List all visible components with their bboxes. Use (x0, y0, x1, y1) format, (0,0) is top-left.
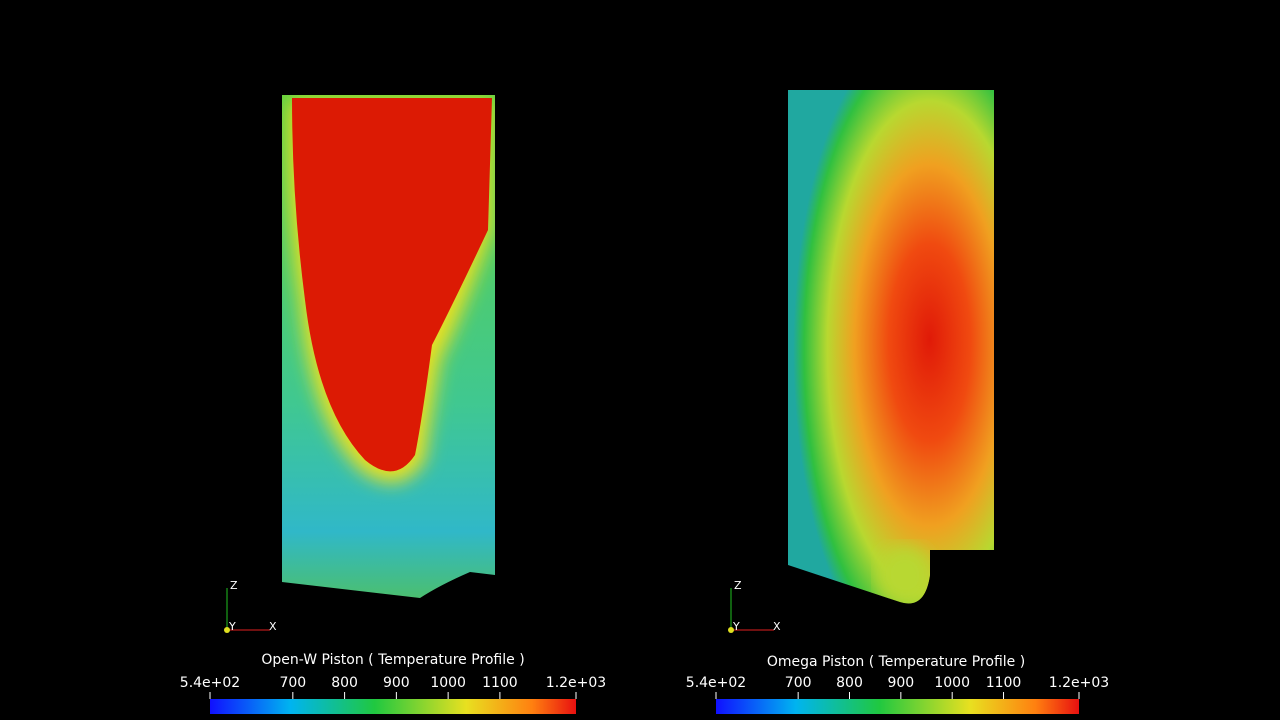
axis-label: X (269, 620, 277, 633)
axes-triad (224, 588, 774, 633)
colorbar-tick-label: 900 (887, 675, 914, 691)
colorbar (716, 699, 1079, 714)
omega-piston-field (788, 90, 994, 604)
axis-label: Z (734, 579, 742, 592)
panel-title: Open-W Piston ( Temperature Profile ) (261, 652, 524, 668)
colorbar-tick-label: 5.4e+02 (686, 675, 746, 691)
colorbar-tick-label: 1100 (986, 675, 1022, 691)
colorbar-tick-label: 1.2e+03 (546, 675, 606, 691)
colorbar-tick-label: 1.2e+03 (1049, 675, 1109, 691)
colorbar-tick-label: 700 (785, 675, 812, 691)
axis-label: Y (228, 620, 236, 633)
colorbar-tick-label: 700 (279, 675, 306, 691)
colorbar-tick-label: 1000 (430, 675, 466, 691)
colorbar-tick-label: 800 (836, 675, 863, 691)
open-w-piston-field (282, 95, 495, 598)
colorbar-tick-label: 5.4e+02 (180, 675, 240, 691)
colorbar-tick-label: 1000 (934, 675, 970, 691)
colorbar (210, 699, 576, 714)
panel-title: Omega Piston ( Temperature Profile ) (767, 654, 1025, 670)
axis-label: Y (732, 620, 740, 633)
colorbar-tick-label: 800 (331, 675, 358, 691)
axis-label: X (773, 620, 781, 633)
axis-label: Z (230, 579, 238, 592)
colorbar-tick-label: 1100 (482, 675, 518, 691)
colorbar-tick-label: 900 (383, 675, 410, 691)
